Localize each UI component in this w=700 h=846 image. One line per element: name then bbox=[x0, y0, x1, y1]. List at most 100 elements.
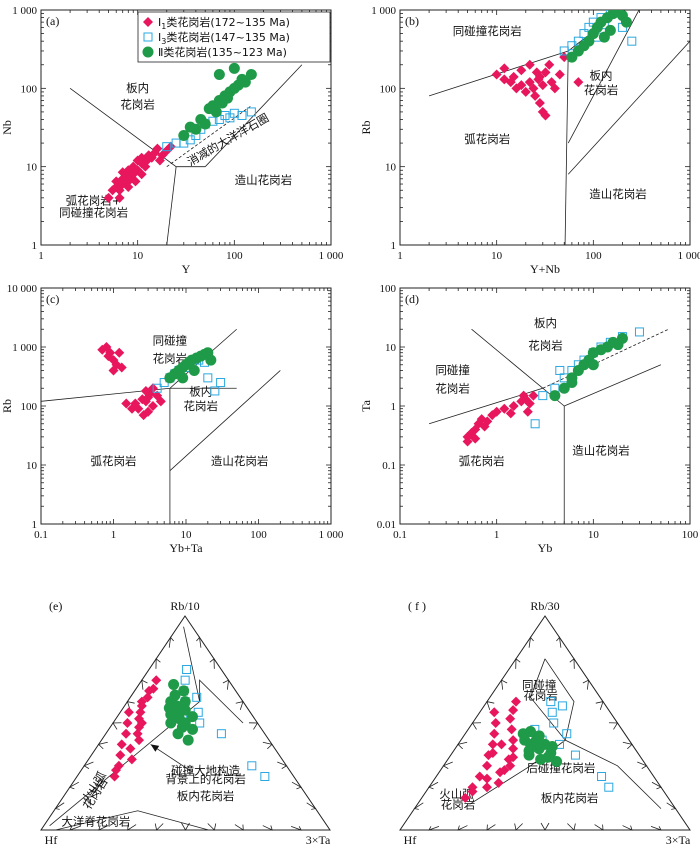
ternary-tick bbox=[127, 824, 137, 831]
data-point-ii bbox=[519, 734, 531, 746]
data-point-i1 bbox=[491, 406, 502, 417]
field-label: 花岗岩 bbox=[523, 688, 558, 702]
y-tick-label: 10 bbox=[385, 162, 397, 174]
data-point-i1 bbox=[499, 403, 510, 414]
y-tick-label: 10 000 bbox=[7, 283, 38, 295]
legend-roman: Ⅱ bbox=[158, 46, 163, 59]
field-label: 板内 bbox=[189, 385, 212, 399]
data-point-ii bbox=[182, 734, 194, 746]
data-point-i3 bbox=[555, 365, 565, 375]
data-point-i3 bbox=[247, 761, 257, 771]
boundary-line bbox=[564, 364, 662, 407]
data-point-i3 bbox=[192, 692, 202, 702]
legend-text: 类花岗岩(135~123 Ma) bbox=[163, 45, 287, 59]
legend-subscript: 1 bbox=[161, 22, 166, 31]
data-point-ii bbox=[228, 62, 240, 74]
arrow-shaft bbox=[150, 744, 193, 773]
data-point-i1 bbox=[499, 63, 510, 74]
ternary-tick bbox=[181, 822, 190, 831]
field-label: 板内 bbox=[589, 68, 612, 82]
axis-ticks bbox=[399, 10, 690, 246]
data-point-ii bbox=[169, 689, 181, 701]
data-point-i1 bbox=[540, 67, 551, 78]
data-point-i1 bbox=[460, 792, 471, 803]
data-point-ii bbox=[165, 717, 177, 729]
data-point-i1 bbox=[505, 760, 516, 771]
field-label: 后碰撞花岗岩 bbox=[526, 761, 595, 775]
boundary-line bbox=[542, 328, 669, 389]
data-point-i1 bbox=[516, 80, 527, 91]
data-point-i1 bbox=[511, 696, 521, 707]
data-point-i1 bbox=[116, 362, 127, 373]
field-label: 花岗岩 bbox=[153, 351, 188, 365]
field-label: 花岗岩 bbox=[435, 381, 470, 395]
field-label: 同碰撞花岗岩 bbox=[59, 206, 128, 220]
data-point-i3 bbox=[180, 675, 190, 685]
data-point-i1 bbox=[474, 771, 485, 782]
data-point-ii bbox=[535, 753, 547, 765]
data-point-i1 bbox=[520, 86, 531, 97]
data-points bbox=[103, 62, 257, 203]
data-point-i1 bbox=[123, 707, 134, 718]
data-point-i1 bbox=[125, 743, 136, 754]
data-points bbox=[462, 327, 644, 447]
data-point-i1 bbox=[482, 760, 492, 771]
ternary-tick bbox=[650, 825, 662, 831]
data-point-ii bbox=[179, 704, 191, 716]
axis-ticks bbox=[40, 288, 331, 525]
data-point-i3 bbox=[237, 110, 247, 120]
data-point-ii bbox=[205, 354, 217, 366]
y-tick-label: 1 bbox=[32, 519, 38, 531]
ternary-tick bbox=[222, 679, 229, 690]
field-label: 花岗岩 bbox=[584, 83, 619, 97]
data-point-ii bbox=[186, 723, 198, 735]
data-point-i1 bbox=[138, 410, 149, 421]
data-point-i1 bbox=[103, 351, 114, 362]
data-point-ii bbox=[620, 16, 632, 28]
ternary-tick bbox=[567, 823, 576, 831]
boundary-lines bbox=[41, 328, 281, 524]
boundary-line bbox=[166, 105, 252, 167]
legend-text: 类花岗岩(172~135 Ma) bbox=[166, 15, 290, 29]
apex-top-label: Rb/30 bbox=[530, 599, 559, 613]
data-point-i1 bbox=[111, 765, 121, 776]
ternary-tick bbox=[155, 657, 161, 669]
y-tick-label: 100 bbox=[21, 83, 38, 95]
data-point-i1 bbox=[549, 83, 560, 94]
x-tick-label: 100 bbox=[250, 529, 267, 541]
data-point-ii bbox=[186, 711, 198, 723]
ternary-tick bbox=[126, 701, 135, 710]
x-axis-label: Yb+Ta bbox=[169, 541, 203, 555]
apex-left-label: Hf bbox=[404, 833, 417, 846]
ternary-tick bbox=[608, 722, 619, 730]
y-tick-label: 1 000 bbox=[12, 5, 37, 17]
data-point-i1 bbox=[136, 718, 147, 728]
data-point-i1 bbox=[479, 421, 490, 432]
data-point-i1 bbox=[115, 750, 126, 761]
field-label: 造山花岗岩 bbox=[572, 444, 630, 458]
boundary-line bbox=[183, 626, 201, 702]
data-point-i3 bbox=[152, 383, 162, 393]
field-label: 同碰撞 bbox=[522, 678, 557, 692]
data-point-i3 bbox=[530, 419, 540, 429]
data-point-i3 bbox=[547, 707, 557, 717]
ternary-tick bbox=[141, 679, 148, 690]
y-axis-label: Rb bbox=[359, 120, 373, 134]
data-point-i1 bbox=[499, 74, 510, 85]
ternary-tick bbox=[262, 825, 273, 831]
data-point-i1 bbox=[508, 735, 519, 746]
data-point-i1 bbox=[487, 747, 498, 758]
data-point-i1 bbox=[537, 80, 548, 91]
data-points bbox=[491, 10, 637, 121]
data-point-i1 bbox=[505, 713, 516, 724]
ternary-tick bbox=[291, 825, 302, 831]
data-points bbox=[97, 342, 226, 421]
data-point-i3 bbox=[634, 327, 644, 337]
boundary-line bbox=[564, 50, 569, 245]
ternary-tick bbox=[622, 825, 633, 831]
y-tick-label: 10 bbox=[385, 342, 397, 354]
x-tick-label: 1 000 bbox=[319, 250, 344, 262]
data-point-i1 bbox=[133, 403, 144, 414]
